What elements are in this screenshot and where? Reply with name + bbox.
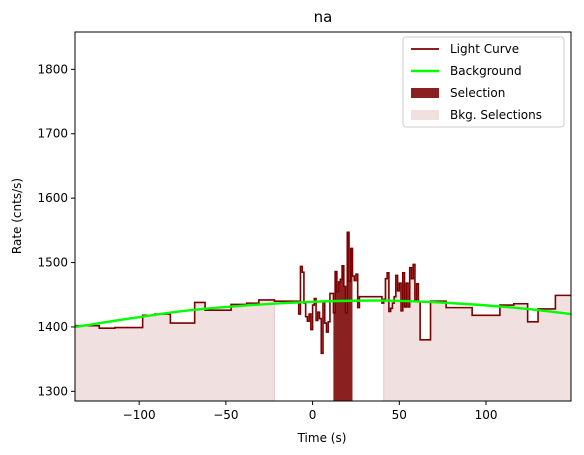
legend-label-background: Background [450,64,522,78]
x-tick-label: 0 [309,408,317,422]
x-tick-label: −100 [123,408,156,422]
y-tick-label: 1400 [37,320,68,334]
x-tick-label: 100 [475,408,498,422]
legend-label-bkg_selection: Bkg. Selections [450,108,542,122]
plot-frame [74,31,572,402]
y-tick-label: 1300 [37,384,68,398]
y-tick-label: 1800 [37,62,68,76]
legend-swatch-bkg_selection [411,110,439,120]
bkg-selection-region-1 [383,264,571,401]
y-axis-label: Rate (cnts/s) [10,178,24,254]
legend-label-light_curve: Light Curve [450,42,519,56]
x-tick-label: −50 [213,408,238,422]
y-tick-label: 1700 [37,127,68,141]
x-tick-label: 50 [392,408,407,422]
plot-content [75,231,571,401]
legend-swatch-selection [411,88,439,98]
legend: Light Curve Background Selection Bkg. Selec… [402,36,565,128]
legend-label-selection: Selection [450,86,505,100]
background-curve [75,299,571,329]
bkg-selection-region-0 [75,299,275,401]
axes: −100 −50 0 50 100 1300 1400 1500 1600 1700 1800 [37,31,572,422]
plot-area [75,231,571,401]
x-axis-label: Time (s) [297,431,347,445]
legend-box [402,36,565,128]
light-curve-line [75,231,571,355]
y-tick-label: 1600 [37,191,68,205]
chart-title: na [314,8,333,26]
y-tick-label: 1500 [37,256,68,270]
